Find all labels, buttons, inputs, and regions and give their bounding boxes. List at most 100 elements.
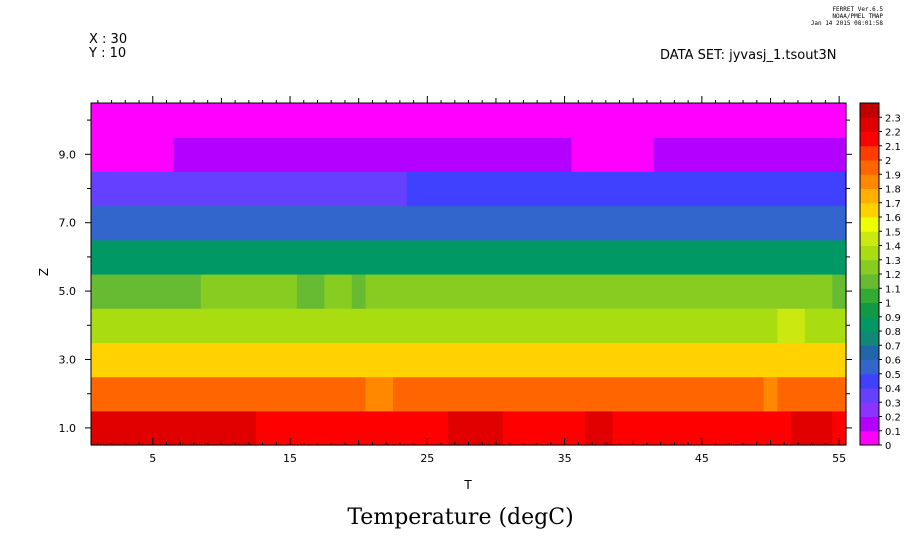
heatmap-cell — [296, 274, 325, 309]
heatmap-cell — [91, 239, 847, 275]
colorbar-swatch — [860, 302, 879, 318]
heatmap-cell — [91, 205, 847, 241]
colorbar-label: 0.7 — [885, 341, 901, 352]
colorbar-label: 1.2 — [885, 270, 901, 281]
x-tick-label: 15 — [283, 452, 297, 465]
colorbar-swatch — [860, 131, 879, 147]
colorbar-label: 1.9 — [885, 170, 901, 181]
colorbar-label: 0.3 — [885, 398, 901, 409]
heatmap-cell — [91, 274, 202, 309]
dataset-label: DATA SET: jyvasj_1.tsout3N — [660, 48, 837, 63]
heatmap-cell — [365, 274, 806, 309]
heatmap-cell — [255, 410, 449, 446]
ferret-date: Jan 14 2015 08:01:58 — [810, 20, 883, 27]
colorbar-swatch — [860, 259, 879, 275]
heatmap-cell — [832, 410, 847, 446]
y-tick-label: 3.0 — [59, 354, 77, 367]
x-location-label: X : 30 — [89, 32, 128, 47]
heatmap-cell — [502, 410, 586, 446]
heatmap-cell — [571, 137, 655, 172]
colorbar-swatch — [860, 145, 879, 161]
y-tick-label: 1.0 — [59, 422, 77, 435]
colorbar-label: 1.1 — [885, 284, 901, 295]
colorbar-label: 1.5 — [885, 227, 901, 238]
heatmap-cell — [804, 274, 833, 309]
colorbar-swatch — [860, 245, 879, 261]
colorbar-swatch — [860, 402, 879, 417]
y-location-label: Y : 10 — [89, 46, 127, 61]
colorbar-swatch — [860, 103, 879, 118]
heatmap-cell — [777, 308, 806, 343]
y-tick-label: 7.0 — [59, 217, 77, 230]
heatmap-cell — [324, 274, 353, 309]
heatmap-cells — [91, 103, 847, 446]
colorbar-label: 0.6 — [885, 356, 901, 367]
heatmap-cell — [91, 410, 257, 446]
colorbar-swatch — [860, 174, 879, 189]
colorbar-label: 1.7 — [885, 199, 901, 210]
x-tick-label: 25 — [420, 452, 434, 465]
axes: 5 15 25 35 45 55 1.0 3.0 5.0 7.0 9.0 — [59, 96, 852, 465]
x-axis-label: T — [463, 478, 472, 492]
colorbar-swatch — [860, 160, 879, 175]
y-tick-label: 9.0 — [59, 148, 77, 161]
colorbar-swatch — [860, 430, 879, 446]
x-tick-label: 55 — [832, 452, 846, 465]
chart-title: Temperature (degC) — [347, 505, 574, 530]
heatmap-cell — [91, 137, 174, 172]
colorbar-label: 0.4 — [885, 384, 901, 395]
heatmap-cell — [118, 308, 778, 343]
heatmap-cell — [585, 410, 614, 446]
heatmap-cell — [653, 137, 847, 172]
heatmap-cell — [365, 376, 394, 412]
colorbar-label: 2.3 — [885, 113, 901, 124]
colorbar-swatch — [860, 231, 879, 246]
heatmap-cell — [832, 274, 847, 309]
colorbar-swatch — [860, 288, 879, 303]
heatmap-cell — [173, 137, 573, 172]
heatmap-cell — [91, 103, 847, 138]
colorbar-swatch — [860, 359, 879, 375]
colorbar-swatch — [860, 416, 879, 432]
heatmap-cell — [91, 308, 120, 343]
colorbar-label: 1 — [885, 299, 891, 310]
colorbar-label: 1.6 — [885, 213, 901, 224]
colorbar-label: 0.9 — [885, 313, 901, 324]
heatmap-cell — [91, 342, 847, 378]
y-axis-label: Z — [37, 268, 51, 276]
ferret-org: NOAA/PMEL TMAP — [832, 13, 883, 20]
ferret-version: FERRET Ver.6.5 — [832, 6, 883, 13]
colorbar-swatch — [860, 274, 879, 289]
colorbar-label: 1.4 — [885, 242, 901, 253]
heatmap-cell — [351, 274, 367, 309]
heatmap-cell — [91, 376, 367, 412]
colorbar-swatch — [860, 373, 879, 389]
heatmap-cell — [777, 376, 847, 412]
colorbar-label: 0.8 — [885, 327, 901, 338]
colorbar-swatch — [860, 331, 879, 346]
heatmap-cell — [406, 171, 847, 207]
heatmap-cell — [791, 410, 833, 446]
colorbar-swatch — [860, 345, 879, 360]
colorbar-label: 0 — [885, 441, 891, 452]
colorbar-label: 2.2 — [885, 128, 901, 139]
heatmap-chart: 0 0.1 0.2 0.3 0.4 0.5 0.6 0.7 0.8 0.9 1 1.1 1.2 1.3 1.… — [37, 96, 901, 492]
heatmap-cell — [91, 171, 408, 207]
colorbar-swatch — [860, 217, 879, 232]
colorbar-label: 2 — [885, 156, 891, 167]
x-tick-label: 45 — [695, 452, 709, 465]
colorbar-label: 0.2 — [885, 413, 901, 424]
y-tick-label: 5.0 — [59, 285, 77, 298]
colorbar-label: 1.8 — [885, 185, 901, 196]
heatmap-cell — [447, 410, 504, 446]
heatmap-cell — [200, 274, 298, 309]
colorbar-label: 2.1 — [885, 142, 901, 153]
colorbar: 0 0.1 0.2 0.3 0.4 0.5 0.6 0.7 0.8 0.9 1 1.1 1.2 1.3 1.… — [859, 102, 901, 452]
heatmap-cell — [763, 376, 778, 412]
ferret-stamp: FERRET Ver.6.5 NOAA/PMEL TMAP Jan 14 201… — [763, 6, 883, 27]
colorbar-swatch — [860, 388, 879, 403]
colorbar-swatch — [860, 202, 879, 218]
heatmap-cell — [393, 376, 765, 412]
colorbar-swatch — [860, 188, 879, 204]
colorbar-label: 0.1 — [885, 427, 901, 438]
